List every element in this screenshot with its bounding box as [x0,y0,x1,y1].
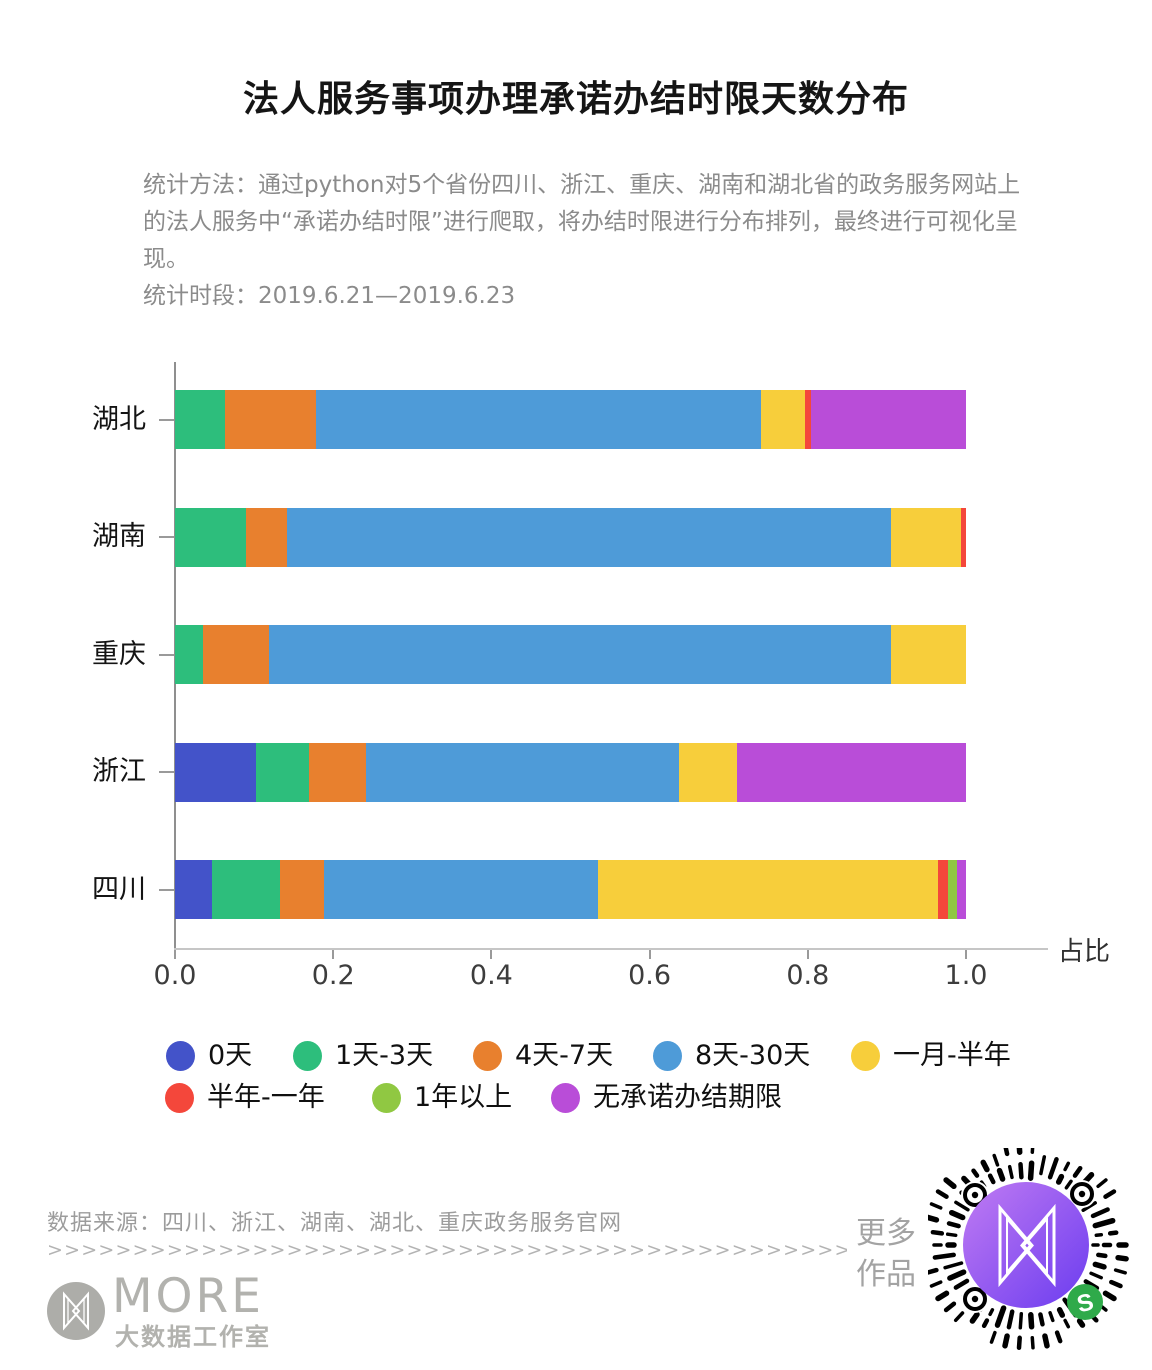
y-axis-label-浙江: 浙江 [92,756,146,787]
bar-segment [315,390,762,449]
y-axis-tick [159,418,174,421]
legend-label: 8天-30天 [695,1040,811,1071]
legend-label: 一月-半年 [893,1040,1011,1071]
bar-row-湖北 [175,390,966,449]
legend-label: 1年以上 [414,1082,513,1113]
x-axis-tick [648,950,651,959]
bar-segment [175,507,247,567]
legend-label: 4天-7天 [515,1040,614,1071]
x-axis-tick-label: 0.2 [311,960,355,991]
legend-label: 0天 [208,1040,253,1071]
bar-segment [804,390,811,449]
bar-segment [212,860,281,919]
y-axis-label-四川: 四川 [92,873,146,905]
y-axis-tick [159,536,174,538]
legend-swatch-icon [372,1083,401,1113]
bar-segment [175,625,203,684]
x-axis-tick-label: 1.0 [944,960,988,991]
bar-row-浙江 [175,742,966,802]
y-axis-tick [159,653,174,656]
legend-swatch-icon [851,1041,880,1071]
mini-program-icon: S [1067,1284,1103,1320]
bar-segment [175,860,213,919]
legend-label: 1天-3天 [335,1040,434,1071]
bar-segment [269,625,891,684]
legend-label: 无承诺办结期限 [593,1082,782,1113]
bar-segment [323,860,599,919]
bar-segment [736,742,966,802]
qr-center-m-icon [998,1203,1056,1288]
legend-swatch-icon [166,1041,195,1071]
more-logo-text: MORE [112,1269,264,1324]
legend-label: 半年-一年 [207,1082,325,1113]
arrow-divider: >>>>>>>>>>>>>>>>>>>>>>>>>>>>>>>>>>>>>>>>… [47,1239,847,1261]
bar-row-四川 [175,860,966,919]
bar-segment [175,390,225,449]
more-studio-logo-icon [47,1282,105,1340]
page-title: 法人服务事项办理承诺办结时限天数分布 [242,79,909,120]
x-axis-tick [806,950,809,959]
y-axis-tick [159,771,174,773]
x-axis-tick [965,950,967,959]
bar-segment [957,860,966,919]
bar-segment [308,742,366,802]
y-axis-tick [159,888,174,891]
y-axis-label-湖北: 湖北 [92,403,146,435]
bar-segment [280,860,324,919]
x-axis-title: 占比 [1058,937,1111,967]
more-logo-subtext: 大数据工作室 [115,1323,271,1351]
bar-segment [246,507,288,567]
bar-segment [938,860,948,919]
x-axis-tick-label: 0.0 [153,960,197,991]
bar-row-重庆 [175,625,966,684]
qr-center-circle [963,1182,1089,1308]
x-axis-tick [332,950,335,959]
bar-segment [175,742,257,802]
x-axis-tick-label: 0.6 [628,960,672,991]
bar-segment [810,390,966,449]
legend-swatch-icon [293,1041,322,1071]
bar-segment [678,742,737,802]
x-axis-tick [174,950,176,959]
bar-segment [598,860,939,919]
bar-row-湖南 [175,507,966,567]
bar-segment [224,390,316,449]
bar-segment [890,625,966,684]
bar-segment [256,742,309,802]
more-works-label: 更多 作品 [856,1216,916,1292]
y-axis-label-湖南: 湖南 [92,521,146,552]
bar-segment [961,507,966,567]
data-source-text: 数据来源：四川、浙江、湖南、湖北、重庆政务服务官网 [47,1211,623,1236]
x-axis-line [174,948,1048,950]
chart-description: 统计方法：通过python对5个省份四川、浙江、重庆、湖南和湖北省的政务服务网站… [143,172,1021,309]
legend-swatch-icon [551,1083,580,1113]
bar-segment [202,625,270,684]
bar-segment [365,742,679,802]
bar-segment [890,507,962,567]
x-axis-tick-label: 0.8 [786,960,830,991]
legend-swatch-icon [473,1041,502,1071]
x-axis-tick [490,950,493,959]
bar-segment [287,507,891,567]
bar-segment [761,390,805,449]
x-axis-tick-label: 0.4 [469,960,513,991]
bar-segment [947,860,958,919]
mini-program-qr-code: S [928,1148,1129,1351]
y-axis-label-重庆: 重庆 [92,638,146,670]
legend-swatch-icon [653,1041,682,1071]
svg-text:S: S [1074,1288,1096,1318]
legend-swatch-icon [165,1083,194,1113]
